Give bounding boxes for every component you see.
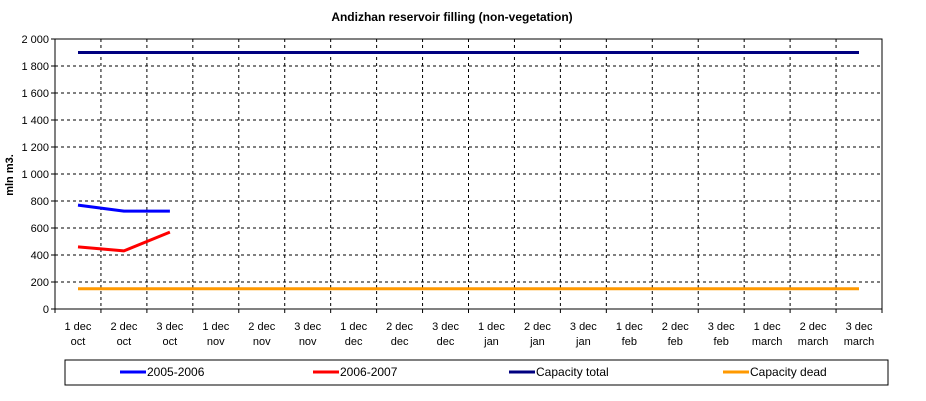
legend-label-capacity-dead: Capacity dead bbox=[750, 365, 827, 379]
x-tick-label: 1 dec nov bbox=[202, 321, 229, 348]
x-tick-label: 3 dec nov bbox=[294, 321, 321, 348]
y-tick-label: 1 000 bbox=[21, 169, 49, 181]
legend bbox=[64, 359, 889, 386]
x-tick-label: 3 dec dec bbox=[432, 321, 459, 348]
y-tick-label: 800 bbox=[31, 196, 49, 208]
series-group bbox=[77, 51, 859, 291]
legend-label-capacity-total: Capacity total bbox=[536, 365, 609, 379]
x-tick-label: 1 dec feb bbox=[616, 321, 643, 348]
x-tick-label: 2 dec feb bbox=[662, 321, 689, 348]
x-tick-label: 2 dec jan bbox=[524, 321, 551, 348]
x-tick-label: 1 dec oct bbox=[65, 321, 92, 348]
chart-title: Andizhan reservoir filling (non-vegetati… bbox=[331, 10, 572, 24]
legend-items: 2005-2006 2006-2007 Capacity total Capacity… bbox=[120, 365, 827, 379]
x-tick-label: 2 dec oct bbox=[110, 321, 137, 348]
x-tick-label: 3 dec feb bbox=[708, 321, 735, 348]
y-axis: 0 200 400 600 800 1 000 1 200 1 400 1 600 1 800 2 … bbox=[21, 34, 55, 316]
legend-label-2006-2007: 2006-2007 bbox=[340, 365, 398, 379]
y-tick-label: 1 200 bbox=[21, 142, 49, 154]
x-tick-label: 2 dec march bbox=[798, 321, 829, 348]
y-tick-label: 1 600 bbox=[21, 88, 49, 100]
y-tick-label: 600 bbox=[31, 223, 49, 235]
x-tick-label: 2 dec dec bbox=[386, 321, 413, 348]
y-tick-label: 1 400 bbox=[21, 115, 49, 127]
y-axis-label: mln m3. bbox=[4, 154, 16, 196]
x-tick-label: 1 dec jan bbox=[478, 321, 505, 348]
x-tick-label: 3 dec jan bbox=[570, 321, 597, 348]
x-tick-label: 1 dec march bbox=[752, 321, 783, 348]
series-line-2005-2006 bbox=[77, 203, 170, 213]
x-axis: 1 dec oct 2 dec oct 3 dec oct 1 dec nov 2 dec nov… bbox=[54, 309, 883, 348]
series-line-2006-2007 bbox=[77, 230, 171, 253]
y-tick-label: 400 bbox=[31, 250, 49, 262]
y-tick-label: 1 800 bbox=[21, 61, 49, 73]
legend-label-2005-2006: 2005-2006 bbox=[147, 365, 205, 379]
x-tick-label: 3 dec oct bbox=[156, 321, 183, 348]
x-tick-label: 1 dec dec bbox=[340, 321, 367, 348]
grid bbox=[55, 39, 882, 309]
y-tick-label: 0 bbox=[43, 304, 49, 316]
y-tick-label: 2 000 bbox=[21, 34, 49, 46]
x-tick-label: 3 dec march bbox=[844, 321, 875, 348]
x-tick-label: 2 dec nov bbox=[248, 321, 275, 348]
y-tick-label: 200 bbox=[31, 277, 49, 289]
